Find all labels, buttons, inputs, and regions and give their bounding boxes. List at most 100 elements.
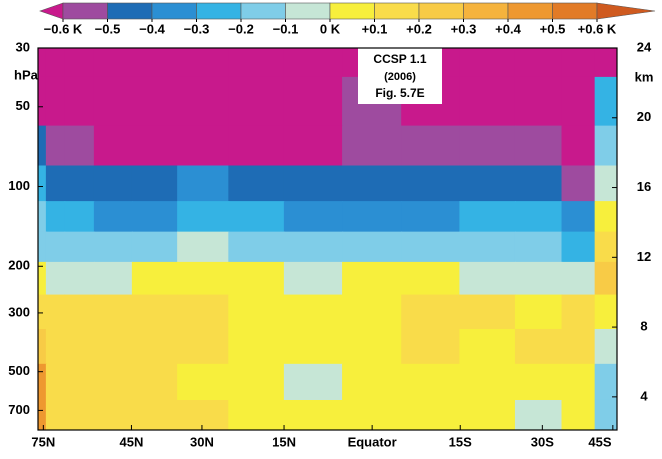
contour-cell	[342, 363, 403, 401]
contour-cell	[594, 201, 618, 233]
colorbar-tick-label: −0.5	[95, 21, 121, 36]
contour-cell	[64, 165, 95, 203]
contour-cell	[228, 125, 285, 167]
contour-cell	[37, 363, 47, 401]
contour-cell	[283, 231, 344, 263]
contour-cell	[45, 47, 66, 78]
contour-cell	[342, 231, 403, 263]
contour-cell	[283, 294, 344, 330]
colorbar-extend-low	[39, 2, 64, 20]
contour-cell	[93, 261, 133, 296]
contour-cell	[45, 294, 66, 330]
colorbar-segment	[62, 2, 108, 20]
contour-cell	[45, 328, 66, 365]
contour-cell	[401, 399, 461, 431]
contour-cell	[283, 201, 344, 233]
colorbar-segment	[329, 2, 375, 20]
contour-cell	[177, 165, 230, 203]
y-tick-label: 500	[8, 363, 30, 378]
contour-cell	[594, 76, 618, 127]
contour-cell	[514, 328, 563, 365]
contour-cell	[228, 294, 285, 330]
colorbar-tick-label: −0.6 K	[44, 21, 83, 36]
contour-cell	[514, 125, 563, 167]
contour-cell	[561, 261, 596, 296]
contour-cell	[45, 201, 66, 233]
x-tick-label: Equator	[348, 434, 397, 449]
contour-cell	[37, 294, 47, 330]
contour-cell	[228, 201, 285, 233]
contour-cell	[514, 76, 563, 127]
contour-cell	[93, 363, 133, 401]
contour-cell	[37, 261, 47, 296]
contour-field	[37, 47, 618, 431]
contour-cell	[459, 231, 516, 263]
contour-cell	[37, 165, 47, 203]
x-tick-label: 30S	[531, 434, 554, 449]
contour-cell	[131, 261, 179, 296]
contour-cell	[45, 231, 66, 263]
contour-cell	[64, 76, 95, 127]
contour-cell	[283, 47, 344, 78]
x-tick-label: 75N	[31, 434, 55, 449]
contour-cell	[37, 201, 47, 233]
contour-cell	[283, 125, 344, 167]
contour-cell	[561, 363, 596, 401]
contour-cell	[514, 363, 563, 401]
contour-cell	[93, 47, 133, 78]
contour-cell	[131, 231, 179, 263]
y-tick-label: 200	[8, 258, 30, 273]
colorbar-tick-label: −0.1	[273, 21, 299, 36]
contour-cell	[561, 165, 596, 203]
contour-cell	[342, 165, 403, 203]
colorbar-tick-label: +0.3	[451, 21, 477, 36]
contour-cell	[594, 261, 618, 296]
contour-cell	[594, 165, 618, 203]
contour-cell	[64, 231, 95, 263]
contour-cell	[401, 201, 461, 233]
contour-cell	[594, 47, 618, 78]
colorbar-extend-high	[596, 2, 656, 20]
colorbar-segment	[151, 2, 197, 20]
contour-cell	[45, 261, 66, 296]
contour-cell	[561, 201, 596, 233]
contour-cell	[93, 231, 133, 263]
contour-cell	[177, 231, 230, 263]
y2-axis-label: km	[635, 69, 654, 84]
contour-cell	[131, 294, 179, 330]
colorbar-tick-label: −0.3	[184, 21, 210, 36]
colorbar-tick-label: −0.2	[228, 21, 254, 36]
y-tick-label: 700	[8, 402, 30, 417]
contour-cell	[64, 328, 95, 365]
contour-cell	[177, 363, 230, 401]
x-tick-label: 15S	[449, 434, 472, 449]
contour-cell	[401, 165, 461, 203]
contour-cell	[459, 328, 516, 365]
contour-cell	[561, 125, 596, 167]
contour-cell	[342, 261, 403, 296]
contour-cell	[459, 201, 516, 233]
contour-cell	[514, 399, 563, 431]
contour-cell	[594, 294, 618, 330]
annotation: CCSP 1.1	[373, 52, 426, 66]
contour-cell	[401, 231, 461, 263]
contour-cell	[561, 328, 596, 365]
contour-cell	[228, 76, 285, 127]
colorbar-tick-label: +0.1	[362, 21, 388, 36]
y-axis-label: hPa	[14, 67, 39, 82]
contour-cell	[514, 201, 563, 233]
contour-cell	[37, 399, 47, 431]
contour-cell	[594, 399, 618, 431]
contour-cell	[131, 47, 179, 78]
contour-cell	[93, 125, 133, 167]
contour-cell	[342, 125, 403, 167]
contour-cell	[459, 165, 516, 203]
contour-cell	[283, 328, 344, 365]
contour-cell	[64, 47, 95, 78]
contour-cell	[131, 201, 179, 233]
contour-cell	[459, 294, 516, 330]
contour-cell	[177, 399, 230, 431]
contour-cell	[561, 399, 596, 431]
annotation: (2006)	[384, 71, 416, 83]
plot-frame	[37, 47, 618, 431]
